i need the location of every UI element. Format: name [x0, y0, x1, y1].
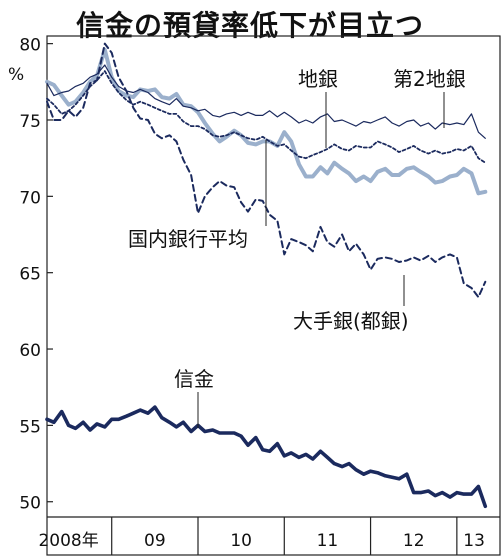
label-shinkin: 信金 — [174, 367, 214, 391]
series-line-5 — [45, 405, 488, 509]
plot-frame — [46, 35, 501, 556]
x-tick-label: 10 — [230, 531, 252, 551]
label-daini-chigin: 第2地銀 — [393, 67, 466, 91]
y-unit-label: % — [8, 65, 24, 85]
x-tick-label: 2008年 — [38, 531, 98, 551]
label-ote: 大手銀(都銀) — [293, 309, 409, 333]
x-tick-label: 11 — [317, 531, 339, 551]
y-tick-label: 80 — [19, 36, 41, 56]
y-tick-label: 60 — [19, 341, 41, 361]
y-tick-label: 50 — [19, 494, 41, 514]
x-tick-label: 09 — [144, 531, 166, 551]
label-chigin: 地銀 — [298, 67, 338, 91]
y-tick-label: 65 — [19, 265, 41, 285]
y-tick-label: 70 — [19, 188, 41, 208]
series-line-3 — [46, 70, 487, 164]
series-line-2 — [46, 64, 486, 139]
y-tick-label: 55 — [19, 417, 41, 437]
label-kokunai: 国内銀行平均 — [128, 227, 248, 251]
x-tick-label: 12 — [403, 531, 425, 551]
x-tick-label: 13 — [463, 531, 485, 551]
y-tick-label: 75 — [19, 112, 41, 132]
